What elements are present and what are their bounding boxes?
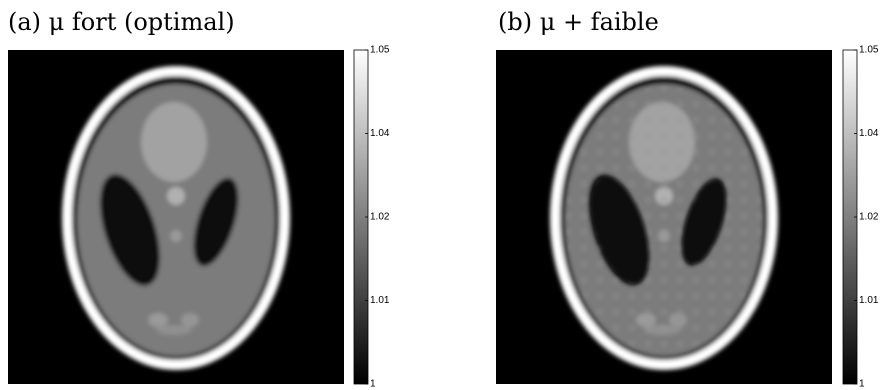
- colorbar-tick-label: 1.02: [859, 212, 879, 223]
- reconstruction-image: [8, 50, 344, 384]
- colorbar-tick-label: 1.04: [859, 128, 879, 139]
- colorbar-tick-label: 1.04: [370, 128, 390, 139]
- colorbar-tick-label: 1.01: [370, 295, 390, 306]
- colorbar-tick-label: 1: [859, 379, 865, 390]
- colorbar-tick-label: 1.05: [370, 45, 390, 56]
- colorbar-tick-label: 1.01: [859, 295, 879, 306]
- panel-title: (a) μ fort (optimal): [8, 8, 235, 36]
- panel-title: (b) μ + faible: [498, 8, 659, 36]
- reconstruction-image: [496, 50, 832, 384]
- colorbar-tick-label: 1: [370, 379, 376, 390]
- colorbar-tick-label: 1.02: [370, 212, 390, 223]
- colorbar-tick-label: 1.05: [859, 45, 879, 56]
